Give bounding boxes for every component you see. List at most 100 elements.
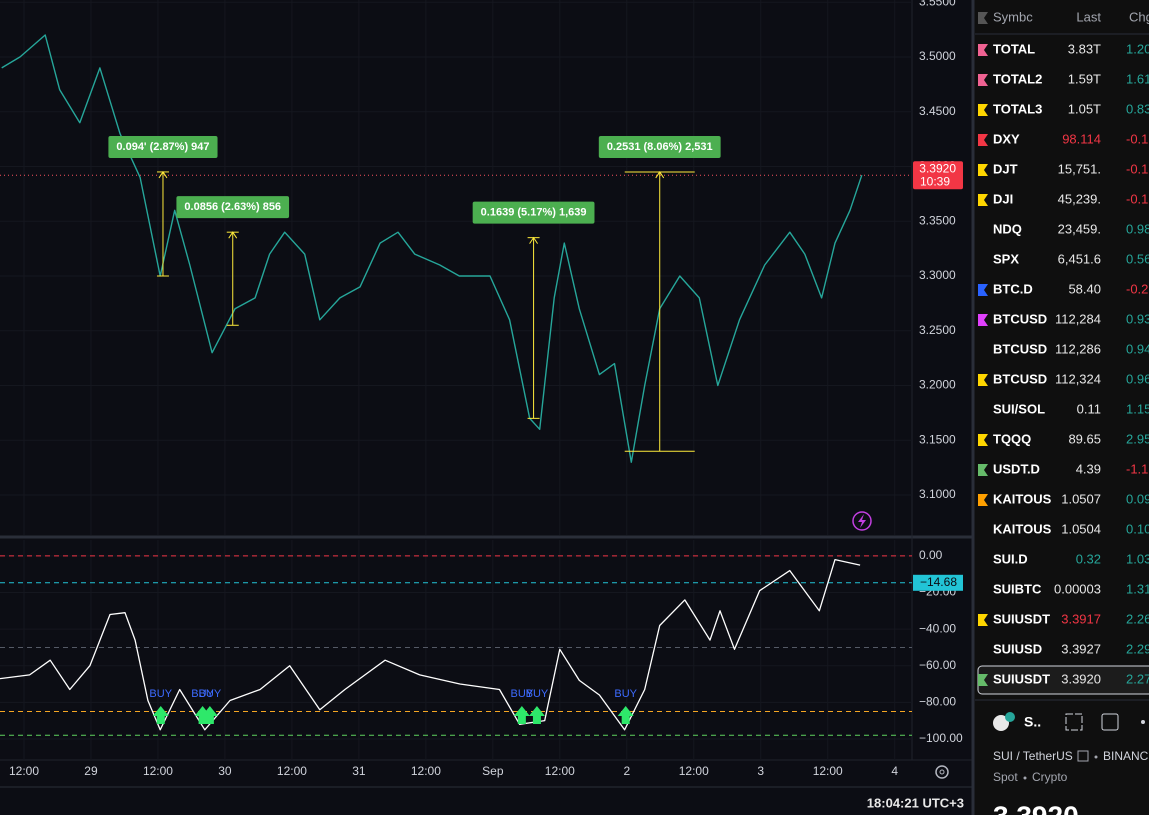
row-last: 15,751. <box>1058 161 1101 176</box>
watchlist-row[interactable]: DXY 98.114 -0.19 <box>978 131 1149 146</box>
watchlist-row[interactable]: SUIBTC 0.00003 1.31 <box>993 581 1149 596</box>
watchlist-row[interactable]: BTCUSD 112,284 0.93 <box>978 311 1149 326</box>
symbol-market: Spot <box>993 770 1018 784</box>
row-last: 3.3920 <box>1061 671 1101 686</box>
row-last: 3.3917 <box>1061 611 1101 626</box>
settings-icon[interactable] <box>935 765 949 779</box>
symbol-panel: S.. SUI / TetherUS BINANCE Spot Crypto 3.3920 <box>975 699 1149 815</box>
row-last: 3.3927 <box>1061 641 1101 656</box>
row-change: 0.96 <box>1126 371 1149 386</box>
row-symbol: DXY <box>993 131 1020 146</box>
row-symbol: SUIUSDT <box>993 671 1050 686</box>
watchlist-row[interactable]: KAITOUS 1.0504 0.10 <box>993 521 1149 536</box>
row-last: 1.05T <box>1068 101 1101 116</box>
watchlist-row[interactable]: BTCUSD 112,286 0.94 <box>993 341 1149 356</box>
measure-label-text: 0.2531 (8.06%) 2,531 <box>607 141 713 153</box>
buy-label: BUY <box>191 688 214 700</box>
watchlist-row[interactable]: TQQQ 89.65 2.95 <box>978 431 1149 446</box>
symbol-price: 3.3920 <box>993 800 1079 815</box>
y-tick-label: 3.3500 <box>919 213 956 227</box>
link-icon[interactable] <box>1077 750 1089 762</box>
row-change: -0.18 <box>1126 161 1149 176</box>
row-flag <box>978 434 988 446</box>
watchlist-row[interactable]: TOTAL3 1.05T 0.83 <box>978 101 1149 116</box>
buy-arrow <box>201 706 218 724</box>
level-label-box <box>913 574 963 591</box>
row-last: 4.39 <box>1076 461 1101 476</box>
measure-label-box <box>472 201 595 224</box>
more-icon[interactable] <box>1141 720 1145 724</box>
layout-icon[interactable] <box>1065 713 1083 731</box>
alert-icon[interactable] <box>852 511 872 531</box>
row-symbol: SPX <box>993 251 1019 266</box>
row-change: 0.83 <box>1126 101 1149 116</box>
watchlist-row[interactable]: SUIUSD 3.3927 2.29 <box>993 641 1149 656</box>
row-flag <box>978 314 988 326</box>
watchlist-row[interactable]: TOTAL2 1.59T 1.61 <box>978 71 1149 86</box>
row-last: 112,286 <box>1055 341 1101 356</box>
watchlist-row[interactable]: NDQ 23,459. 0.98 <box>993 221 1149 236</box>
y-tick-label: 3.2500 <box>919 323 956 337</box>
row-change: 0.93 <box>1126 311 1149 326</box>
row-change: 0.10 <box>1126 521 1149 536</box>
measure-label-box <box>108 135 218 158</box>
row-last: 112,324 <box>1055 371 1101 386</box>
buy-arrow <box>617 706 634 724</box>
row-symbol: USDT.D <box>993 461 1040 476</box>
row-last: 6,451.6 <box>1058 251 1101 266</box>
watchlist-row[interactable]: USDT.D 4.39 -1.12 <box>978 461 1149 476</box>
watchlist-row[interactable]: KAITOUS 1.0507 0.09 <box>978 491 1149 506</box>
y-tick-label: −80.00 <box>919 695 956 709</box>
y-tick-label: 3.2000 <box>919 378 956 392</box>
y-tick-label: 3.4500 <box>919 104 956 118</box>
buy-arrow <box>528 706 545 724</box>
row-symbol: BTCUSD <box>993 311 1047 326</box>
watchlist-row[interactable]: TOTAL 3.83T 1.20 <box>978 41 1149 56</box>
row-symbol: KAITOUS <box>993 521 1052 536</box>
x-tick-label: 2 <box>623 764 630 778</box>
measure-label-box <box>176 196 290 219</box>
row-flag <box>978 194 988 206</box>
row-change: -0.19 <box>1126 131 1149 146</box>
watchlist-row[interactable]: SUIUSDT 3.3917 2.26 <box>978 611 1149 626</box>
y-tick-label: 0.00 <box>919 548 943 562</box>
row-change: 1.31 <box>1126 581 1149 596</box>
row-last: 98.114 <box>1062 131 1101 146</box>
watchlist-row[interactable]: BTCUSD 112,324 0.96 <box>978 371 1149 386</box>
row-change: -1.12 <box>1126 461 1149 476</box>
row-change: 0.56 <box>1126 251 1149 266</box>
measure-label-box <box>598 135 721 158</box>
symbol-logo-badge <box>1005 712 1015 722</box>
x-tick-label: 30 <box>218 764 232 778</box>
y-tick-label: −40.00 <box>919 621 956 635</box>
watchlist-row[interactable]: SUIUSDT 3.3920 2.27 <box>978 671 1149 686</box>
row-change: 1.20 <box>1126 41 1149 56</box>
chart-background <box>0 0 972 815</box>
row-last: 45,239. <box>1058 191 1101 206</box>
row-flag <box>978 284 988 296</box>
symbol-category: Crypto <box>1032 770 1068 784</box>
row-symbol: SUI.D <box>993 551 1028 566</box>
watchlist-row[interactable]: DJI 45,239. -0.12 <box>978 191 1149 206</box>
watchlist-row[interactable]: SUI.D 0.32 1.03 <box>993 551 1149 566</box>
price-pane: 0.094' (2.87%) 947 0.0856 (2.63%) 856 0.16… <box>0 0 912 535</box>
watchlist-row[interactable]: DJT 15,751. -0.18 <box>978 161 1149 176</box>
row-change: 0.94 <box>1126 341 1149 356</box>
last-price-label: 3.3920 <box>919 161 956 175</box>
watchlist-row[interactable]: BTC.D 58.40 -0.29 <box>978 281 1149 296</box>
edit-icon[interactable] <box>1101 713 1119 731</box>
watchlist-row[interactable]: SPX 6,451.6 0.56 <box>993 251 1149 266</box>
row-change: 1.15 <box>1126 401 1149 416</box>
buy-label: BUY <box>199 688 222 700</box>
row-last: 112,284 <box>1055 311 1101 326</box>
buy-arrow <box>513 706 530 724</box>
row-change: -0.12 <box>1126 191 1149 206</box>
symbol-logo <box>993 715 1009 731</box>
series-line <box>0 558 861 731</box>
measure-label-text: 0.094' (2.87%) 947 <box>116 141 209 153</box>
watchlist-row[interactable]: SUI/SOL 0.11 1.15 <box>993 401 1149 416</box>
column-header: Symbc <box>993 9 1033 24</box>
watchlist: Symbc Last Chg TOTAL 3.83T 1.20 TOTAL2 1.59T 1.6… <box>975 9 1149 815</box>
